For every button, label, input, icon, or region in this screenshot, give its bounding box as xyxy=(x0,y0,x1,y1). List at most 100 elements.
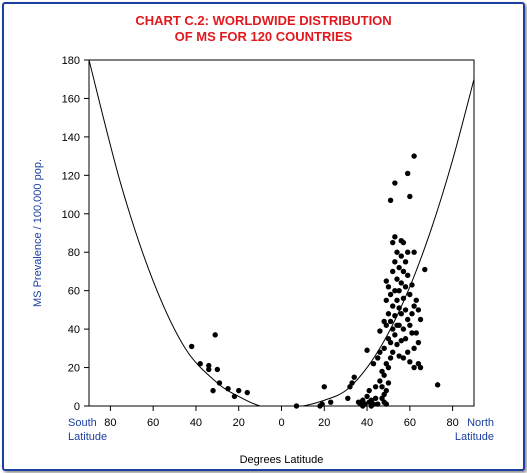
data-point xyxy=(210,387,216,394)
data-point xyxy=(411,303,417,309)
data-point xyxy=(385,380,392,386)
data-point xyxy=(383,278,390,284)
y-tick-label: 100 xyxy=(62,209,80,221)
data-point xyxy=(188,343,195,350)
data-point xyxy=(197,361,203,367)
data-point xyxy=(415,339,422,346)
data-point xyxy=(362,401,368,407)
data-point xyxy=(411,249,417,255)
data-point xyxy=(364,347,370,353)
data-point xyxy=(409,330,415,336)
data-point xyxy=(400,295,407,302)
data-point xyxy=(212,332,218,338)
data-point xyxy=(396,287,402,294)
data-point xyxy=(390,349,396,355)
data-point xyxy=(392,287,398,294)
x-tick-label: 40 xyxy=(190,417,202,429)
data-point xyxy=(390,326,396,332)
x-tick-label: 20 xyxy=(233,417,245,429)
data-point xyxy=(398,311,404,317)
data-point xyxy=(383,297,390,303)
data-point xyxy=(402,259,409,265)
data-point xyxy=(206,362,212,369)
data-point xyxy=(422,266,428,273)
data-point xyxy=(407,291,413,298)
data-point xyxy=(390,239,396,246)
data-point xyxy=(327,399,334,405)
data-point xyxy=(319,401,325,407)
x-tick-label: 60 xyxy=(147,417,159,429)
data-point xyxy=(392,312,398,319)
x-tick-label: 60 xyxy=(404,417,416,429)
data-point xyxy=(396,264,402,271)
data-point xyxy=(392,332,398,338)
chart-title-line-1: CHART C.2: WORLDWIDE DISTRIBUTION xyxy=(135,13,392,28)
data-point xyxy=(381,372,387,378)
data-point xyxy=(206,366,212,373)
data-point xyxy=(321,384,327,390)
data-point xyxy=(398,337,404,344)
data-point xyxy=(394,249,400,255)
y-tick-label: 40 xyxy=(68,324,80,336)
data-point xyxy=(225,386,231,392)
data-point xyxy=(366,387,372,394)
x-axis-title: Degrees Latitude xyxy=(240,454,324,466)
data-point xyxy=(404,272,411,278)
data-point xyxy=(417,364,424,371)
data-point xyxy=(434,382,441,388)
data-point xyxy=(372,384,379,390)
x-tick-label: 0 xyxy=(278,417,284,429)
data-point xyxy=(398,280,404,286)
data-point xyxy=(345,395,351,402)
data-point xyxy=(381,345,387,352)
data-point xyxy=(400,239,407,246)
data-point xyxy=(392,259,398,265)
plot-area-border xyxy=(88,59,475,407)
y-tick-label: 0 xyxy=(74,401,80,413)
data-point xyxy=(394,297,400,303)
data-point xyxy=(409,282,415,288)
y-tick-label: 60 xyxy=(68,286,80,298)
x-end-label-north: Latitude xyxy=(455,431,494,443)
data-point xyxy=(400,326,407,332)
data-point xyxy=(396,322,402,328)
data-point xyxy=(236,387,242,394)
data-point xyxy=(293,403,300,409)
data-point xyxy=(387,339,394,346)
data-point xyxy=(370,401,377,407)
x-end-label-south: Latitude xyxy=(68,431,107,443)
data-point xyxy=(409,311,415,317)
x-tick-label: 80 xyxy=(104,417,116,429)
data-point xyxy=(231,393,238,400)
data-point xyxy=(387,197,394,204)
data-point xyxy=(413,297,419,303)
data-point xyxy=(385,364,392,371)
data-point xyxy=(394,276,400,282)
data-point xyxy=(383,387,390,394)
data-point xyxy=(402,284,409,290)
data-point xyxy=(392,180,398,186)
data-point xyxy=(387,318,394,325)
data-point xyxy=(407,322,413,328)
data-point xyxy=(364,393,370,400)
data-point xyxy=(415,307,422,313)
x-tick-label: 40 xyxy=(361,417,373,429)
data-point xyxy=(216,380,223,386)
data-point xyxy=(402,336,409,342)
data-point xyxy=(244,389,250,396)
data-point xyxy=(214,366,221,373)
data-point xyxy=(349,380,355,386)
data-point xyxy=(370,361,377,367)
y-tick-label: 80 xyxy=(68,247,80,259)
data-point xyxy=(377,378,383,384)
data-point xyxy=(377,349,383,355)
data-point xyxy=(400,268,407,275)
data-point xyxy=(417,316,424,323)
data-point xyxy=(411,345,417,352)
data-point xyxy=(387,291,394,298)
trend-curve xyxy=(89,60,474,406)
data-point xyxy=(407,193,413,200)
data-point xyxy=(402,307,409,313)
data-point xyxy=(392,234,398,240)
